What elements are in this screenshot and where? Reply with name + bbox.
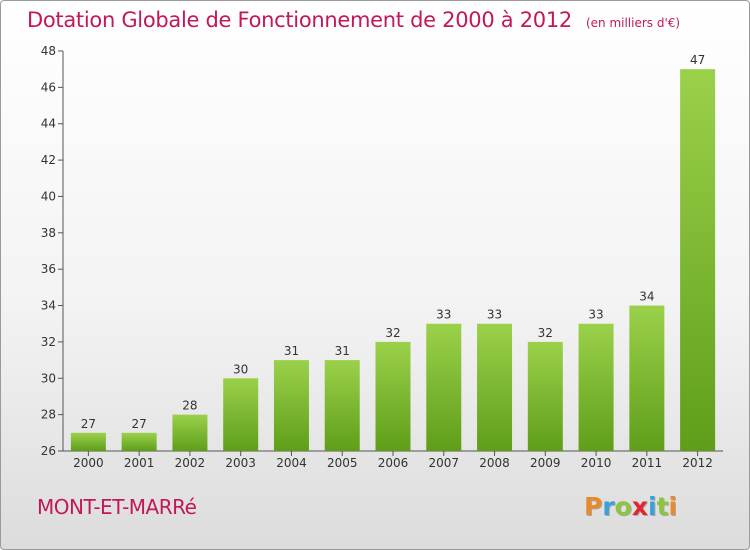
bar-value-label: 47 [690, 53, 705, 67]
x-tick-label: 2009 [530, 456, 561, 470]
logo-letter: P [584, 492, 603, 521]
y-tick-label: 46 [41, 80, 56, 94]
chart-subtitle: (en milliers d'€) [585, 16, 681, 30]
y-tick-label: 28 [41, 408, 56, 422]
bar [629, 305, 665, 451]
bar [70, 432, 106, 451]
bar-value-label: 33 [487, 308, 502, 322]
x-tick-label: 2007 [428, 456, 459, 470]
logo-letter: r [602, 492, 615, 521]
bar-value-label: 31 [284, 344, 299, 358]
chart-title-text: Dotation Globale de Fonctionnement de 20… [27, 8, 572, 32]
bar [527, 341, 563, 451]
commune-name: MONT-ET-MARRé [37, 495, 197, 519]
bar [477, 323, 513, 451]
x-tick-label: 2001 [124, 456, 155, 470]
bar-value-label: 33 [588, 308, 603, 322]
x-tick-label: 2011 [632, 456, 663, 470]
logo-letter: o [614, 492, 632, 521]
labels: 27 27 28 30 31 31 32 33 33 32 33 34 47 [81, 53, 706, 431]
bar [375, 341, 411, 451]
x-tick-label: 2004 [276, 456, 307, 470]
y-tick-label: 30 [41, 371, 56, 385]
bar [121, 432, 157, 451]
logo-letter: t [656, 492, 669, 521]
bar-value-label: 33 [436, 308, 451, 322]
axes: 26 28 30 32 34 36 38 40 42 44 46 48 2000 2001 2002 2003… [41, 44, 723, 470]
x-tick-label: 2012 [682, 456, 713, 470]
bars [70, 69, 716, 451]
y-tick-label: 42 [41, 153, 56, 167]
bar [223, 378, 259, 451]
y-tick-label: 38 [41, 226, 56, 240]
x-tick-label: 2008 [479, 456, 510, 470]
logo-letter: i [648, 492, 657, 521]
bar-value-label: 31 [335, 344, 350, 358]
bar [680, 69, 716, 451]
y-tick-label: 26 [41, 444, 56, 458]
bar-value-label: 32 [385, 326, 400, 340]
x-tick-label: 2002 [175, 456, 206, 470]
logo-letter: i [668, 492, 678, 521]
chart-title: Dotation Globale de Fonctionnement de 20… [27, 8, 680, 32]
x-tick-label: 2000 [73, 456, 104, 470]
x-tick-label: 2003 [225, 456, 256, 470]
y-tick-label: 48 [41, 44, 56, 58]
x-tick-label: 2010 [581, 456, 612, 470]
bar-value-label: 34 [639, 290, 654, 304]
y-tick-label: 44 [41, 117, 56, 131]
bar [426, 323, 462, 451]
bar-value-label: 27 [81, 417, 96, 431]
x-tick-label: 2005 [327, 456, 358, 470]
bar [324, 360, 360, 451]
proxiti-logo: Proxiti [584, 492, 677, 521]
bar [172, 414, 208, 451]
bar-value-label: 32 [538, 326, 553, 340]
y-tick-label: 40 [41, 189, 56, 203]
y-tick-label: 34 [41, 299, 56, 313]
bar-value-label: 30 [233, 362, 248, 376]
bar [578, 323, 614, 451]
bar-value-label: 27 [132, 417, 147, 431]
y-tick-label: 32 [41, 335, 56, 349]
y-tick-label: 36 [41, 262, 56, 276]
bar-value-label: 28 [182, 399, 197, 413]
logo-letter: x [631, 492, 648, 521]
bar [273, 360, 309, 451]
x-tick-label: 2006 [378, 456, 409, 470]
